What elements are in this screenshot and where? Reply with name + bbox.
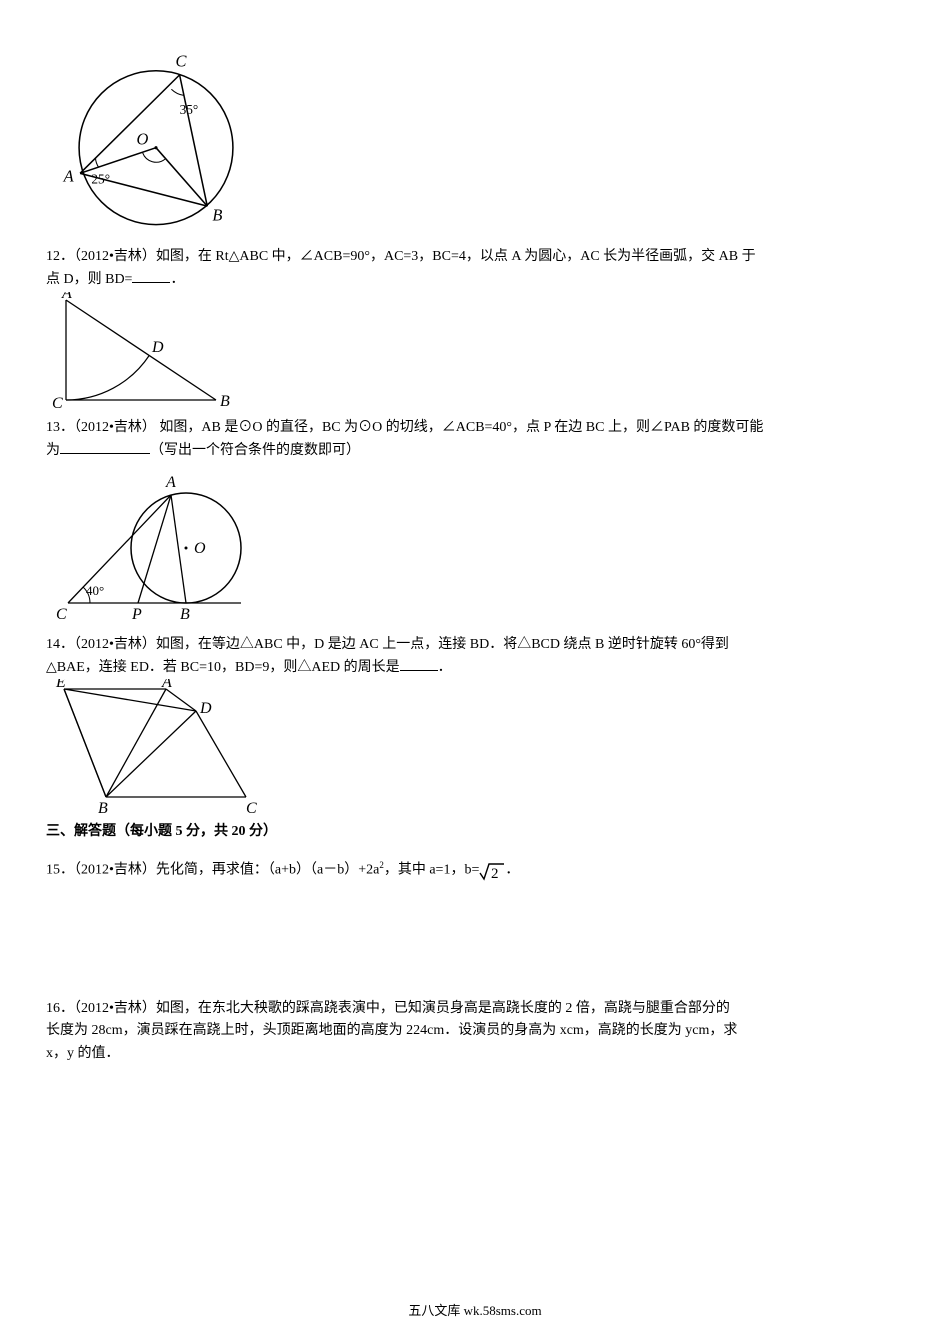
q14-line1: 14．（2012•吉林）如图，在等边△ABC 中，D 是边 AC 上一点，连接 …	[46, 634, 904, 656]
svg-text:40°: 40°	[86, 583, 104, 598]
figure-q13: A O B C P 40°	[46, 463, 904, 628]
svg-text:A: A	[61, 292, 72, 302]
svg-text:B: B	[98, 800, 108, 817]
q12-blank	[132, 268, 170, 283]
svg-text:C: C	[56, 606, 67, 623]
q16-line1: 16．（2012•吉林）如图，在东北大秧歌的踩高跷表演中，已知演员身高是高跷长度…	[46, 998, 904, 1020]
q12-suffix: ．	[170, 272, 184, 287]
svg-text:D: D	[199, 700, 212, 717]
svg-text:35°: 35°	[180, 102, 199, 117]
page: O A B C 25° 35° 12．（2012•吉林）如图，在 Rt△ABC …	[0, 0, 950, 1344]
figure-q14: E A D B C	[46, 679, 904, 819]
svg-text:A: A	[161, 679, 172, 691]
q12-line2: 点 D，则 BD= ．	[46, 268, 904, 291]
svg-text:A: A	[165, 474, 176, 491]
svg-text:C: C	[52, 395, 63, 412]
figure-q11: O A B C 25° 35°	[46, 40, 904, 240]
svg-text:25°: 25°	[91, 172, 110, 187]
svg-text:A: A	[63, 167, 75, 186]
q14-blank	[400, 656, 438, 671]
svg-text:O: O	[194, 540, 206, 557]
q15-mid: ，其中 a=1，b=	[384, 862, 480, 877]
q12-line1: 12．（2012•吉林）如图，在 Rt△ABC 中，∠ACB=90°，AC=3，…	[46, 246, 904, 268]
q13-line2: 为 （写出一个符合条件的度数即可）	[46, 439, 904, 462]
svg-text:D: D	[151, 339, 164, 356]
q14-line2: △BAE，连接 ED．若 BC=10，BD=9，则△AED 的周长是 ．	[46, 656, 904, 679]
footer: 五八文库 wk.58sms.com	[0, 1301, 950, 1322]
q16-line3: x，y 的值．	[46, 1043, 904, 1065]
q13-blank	[60, 439, 150, 454]
sqrt-radicand: 2	[491, 866, 499, 881]
q13-line1: 13．（2012•吉林） 如图，AB 是⊙O 的直径，BC 为⊙O 的切线，∠A…	[46, 417, 904, 439]
q15-workspace	[46, 882, 904, 992]
section3-title: 三、解答题（每小题 5 分，共 20 分）	[46, 821, 904, 843]
q15-line: 15．（2012•吉林）先化简，再求值：（a+b）（a－b）+2a 2 ，其中 a=…	[46, 858, 904, 882]
q15-suffix: ．	[505, 862, 519, 877]
figure-q12: A C B D	[46, 292, 904, 417]
q13-prefix: 为	[46, 443, 60, 458]
sqrt-icon: 2	[479, 861, 505, 879]
svg-text:B: B	[212, 206, 222, 225]
q14-prefix: △BAE，连接 ED．若 BC=10，BD=9，则△AED 的周长是	[46, 660, 400, 675]
q13-suffix: （写出一个符合条件的度数即可）	[150, 443, 360, 458]
q12-prefix: 点 D，则 BD=	[46, 272, 132, 287]
svg-text:P: P	[131, 606, 142, 623]
svg-text:C: C	[246, 800, 257, 817]
svg-text:C: C	[175, 52, 187, 71]
svg-text:E: E	[55, 679, 66, 691]
q16-line2: 长度为 28cm，演员踩在高跷上时，头顶距离地面的高度为 224cm．设演员的身…	[46, 1020, 904, 1042]
svg-text:B: B	[180, 606, 190, 623]
q15-prefix: 15．（2012•吉林）先化简，再求值：（a+b）（a－b）+2a	[46, 862, 379, 877]
svg-text:B: B	[220, 393, 230, 410]
svg-text:O: O	[137, 130, 149, 149]
q14-suffix: ．	[438, 660, 452, 675]
